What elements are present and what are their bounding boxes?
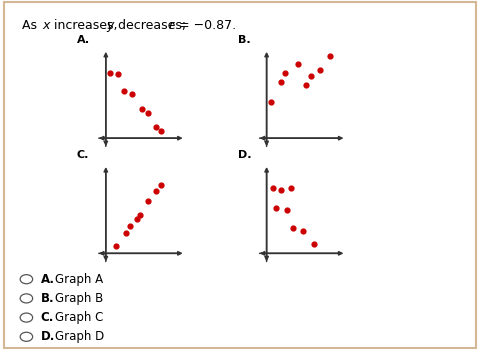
Text: A.: A. bbox=[41, 273, 55, 286]
Point bbox=[283, 207, 291, 213]
Point bbox=[277, 79, 285, 84]
Text: increases,: increases, bbox=[50, 19, 122, 32]
Point bbox=[157, 182, 165, 188]
Point bbox=[112, 243, 120, 249]
Point bbox=[122, 230, 130, 236]
Point bbox=[153, 188, 160, 194]
Text: B.: B. bbox=[238, 35, 250, 45]
Point bbox=[153, 125, 160, 130]
Text: decreases;: decreases; bbox=[114, 19, 190, 32]
Text: C.: C. bbox=[41, 311, 54, 324]
Point bbox=[126, 223, 134, 229]
Text: y: y bbox=[107, 19, 114, 32]
Point bbox=[267, 99, 275, 105]
Point bbox=[273, 205, 280, 210]
Text: Graph A: Graph A bbox=[55, 273, 103, 286]
Point bbox=[277, 187, 285, 192]
Point bbox=[144, 198, 152, 203]
Text: D.: D. bbox=[41, 330, 55, 343]
Point bbox=[310, 242, 318, 247]
Text: r: r bbox=[169, 19, 174, 32]
Point bbox=[106, 70, 114, 75]
Point bbox=[128, 92, 136, 97]
Point bbox=[308, 73, 315, 79]
Point bbox=[294, 61, 301, 66]
Text: D.: D. bbox=[238, 150, 251, 160]
Point bbox=[287, 185, 295, 191]
Text: x: x bbox=[43, 19, 50, 32]
Point bbox=[269, 185, 277, 191]
Point bbox=[281, 70, 288, 75]
Point bbox=[289, 225, 297, 231]
Text: A.: A. bbox=[77, 35, 90, 45]
Point bbox=[326, 53, 334, 59]
Point bbox=[302, 83, 310, 88]
Text: B.: B. bbox=[41, 292, 54, 305]
Text: Graph D: Graph D bbox=[55, 330, 105, 343]
Point bbox=[300, 228, 307, 233]
Text: Graph B: Graph B bbox=[55, 292, 104, 305]
Point bbox=[139, 106, 146, 112]
Text: As: As bbox=[22, 19, 41, 32]
Text: = −0.87.: = −0.87. bbox=[175, 19, 236, 32]
Point bbox=[136, 212, 144, 218]
Point bbox=[133, 216, 141, 222]
Text: C.: C. bbox=[77, 150, 89, 160]
Point bbox=[120, 88, 128, 94]
Point bbox=[157, 128, 165, 134]
Point bbox=[114, 72, 122, 77]
Point bbox=[316, 67, 324, 73]
Text: Graph C: Graph C bbox=[55, 311, 104, 324]
Point bbox=[144, 110, 152, 116]
